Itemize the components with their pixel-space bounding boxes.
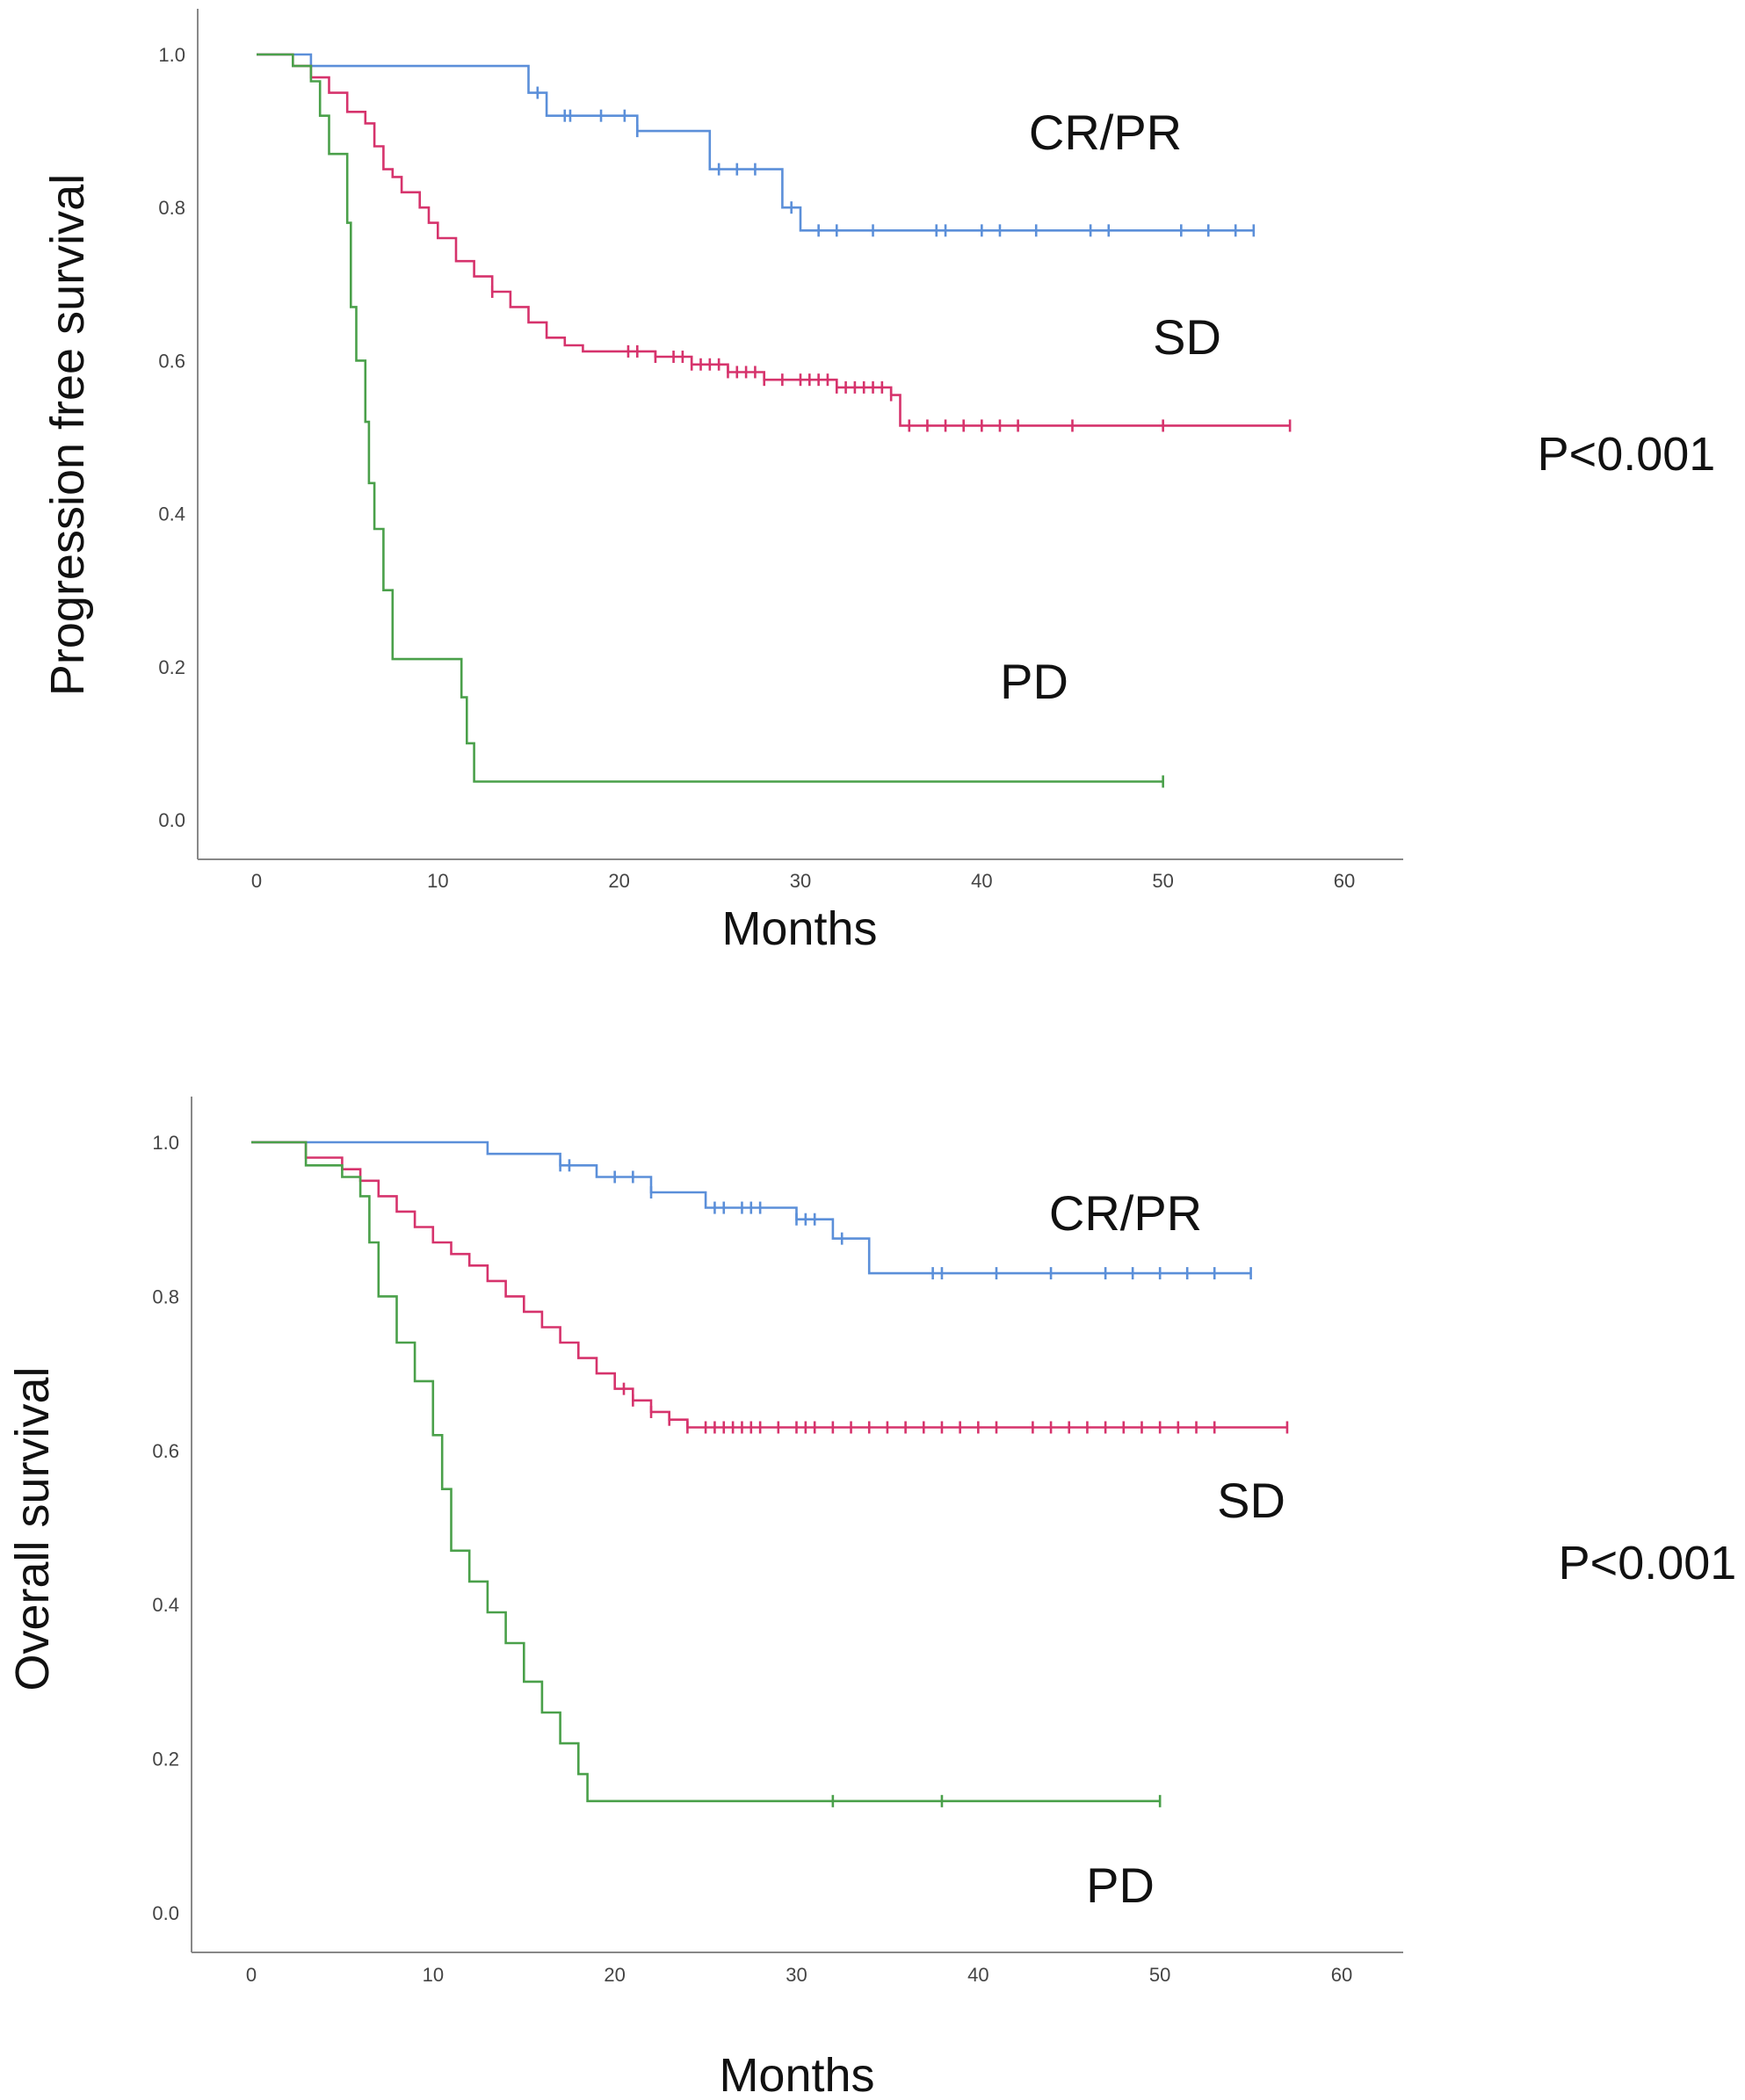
os-x-tick-label: 60 <box>1331 1964 1352 1986</box>
os-curves <box>251 1141 1289 1807</box>
pfs-curve-pd <box>257 53 1163 783</box>
os-y-tick-label: 0.2 <box>152 1749 179 1771</box>
os-label-crpr: CR/PR <box>1049 1185 1202 1241</box>
os-y-tick-label: 0.6 <box>152 1440 179 1462</box>
pfs-x-tick-label: 60 <box>1334 870 1355 892</box>
pfs-y-tick-label: 0.6 <box>158 350 185 372</box>
os-x-axis-label: Months <box>719 2049 874 2100</box>
os-x-tick-label: 0 <box>246 1964 257 1986</box>
pfs-label-crpr: CR/PR <box>1029 105 1182 160</box>
pfs-y-tick-label: 0.8 <box>158 197 185 219</box>
os-y-tick-label: 0.8 <box>152 1285 179 1307</box>
os-panel: 0 10 20 30 40 50 60 0.0 0.2 0.4 0.6 0.8 1.0 Months O… <box>6 1097 1736 2100</box>
pfs-axes: 0 10 20 30 40 50 60 0.0 0.2 0.4 0.6 0.8 1.0 <box>158 9 1403 892</box>
pfs-x-tick-label: 0 <box>251 870 262 892</box>
os-label-sd: SD <box>1217 1473 1285 1528</box>
pfs-label-sd: SD <box>1153 309 1221 365</box>
pfs-y-tick-label: 0.4 <box>158 503 185 525</box>
os-label-pd: PD <box>1086 1857 1155 1913</box>
os-y-tick-label: 0.0 <box>152 1902 179 1924</box>
os-x-tick-label: 50 <box>1149 1964 1170 1986</box>
os-y-tick-label: 0.4 <box>152 1594 179 1616</box>
os-axes: 0 10 20 30 40 50 60 0.0 0.2 0.4 0.6 0.8 1.0 <box>152 1097 1403 1986</box>
pfs-curves <box>257 53 1292 788</box>
pfs-y-tick-label: 1.0 <box>158 44 185 66</box>
os-y-axis-label: Overall survival <box>6 1366 59 1691</box>
pfs-y-tick-label: 0.0 <box>158 809 185 831</box>
pfs-y-axis-label: Progression free survival <box>41 174 94 696</box>
pfs-x-tick-label: 20 <box>608 870 629 892</box>
os-curve-pd <box>251 1141 1161 1803</box>
pfs-x-tick-label: 50 <box>1152 870 1173 892</box>
pfs-x-tick-label: 10 <box>427 870 448 892</box>
pfs-y-tick-label: 0.2 <box>158 656 185 678</box>
pfs-x-tick-label: 40 <box>971 870 992 892</box>
pfs-x-tick-label: 30 <box>790 870 811 892</box>
os-x-tick-label: 20 <box>604 1964 625 1986</box>
os-x-tick-label: 10 <box>423 1964 444 1986</box>
pfs-label-pd: PD <box>1000 654 1068 709</box>
pfs-x-axis-label: Months <box>721 902 877 955</box>
pfs-panel: 0 10 20 30 40 50 60 0.0 0.2 0.4 0.6 0.8 1.0 Months P… <box>41 9 1715 955</box>
os-pvalue: P<0.001 <box>1559 1537 1737 1589</box>
os-x-tick-label: 40 <box>967 1964 988 1986</box>
os-y-tick-label: 1.0 <box>152 1132 179 1154</box>
pfs-pvalue: P<0.001 <box>1538 428 1716 481</box>
os-curve-crpr <box>251 1141 1251 1275</box>
os-x-tick-label: 30 <box>786 1964 807 1986</box>
